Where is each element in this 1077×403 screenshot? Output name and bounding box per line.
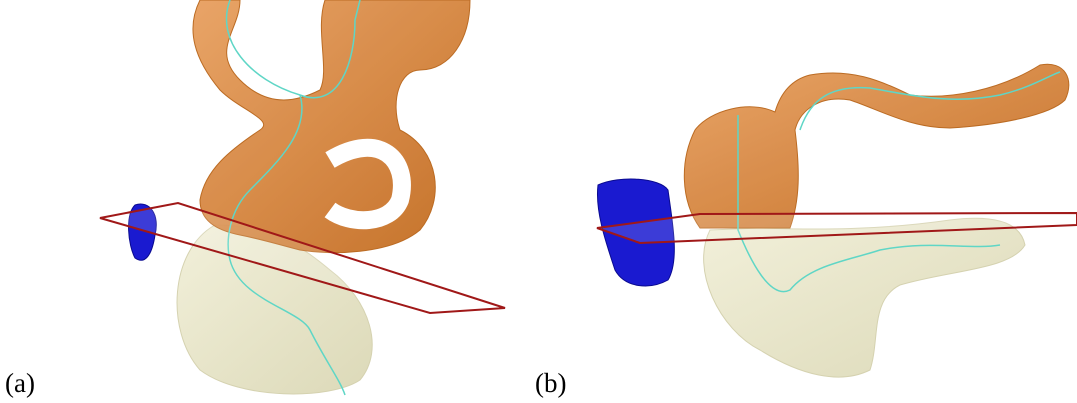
- panel-label: (a): [5, 368, 35, 398]
- panel-b-render: [597, 64, 1077, 377]
- cream-organ: [704, 218, 1025, 377]
- figure: (a) (b): [0, 0, 1077, 403]
- panel-label: (b): [535, 368, 566, 398]
- panel-a-render: [100, 0, 505, 395]
